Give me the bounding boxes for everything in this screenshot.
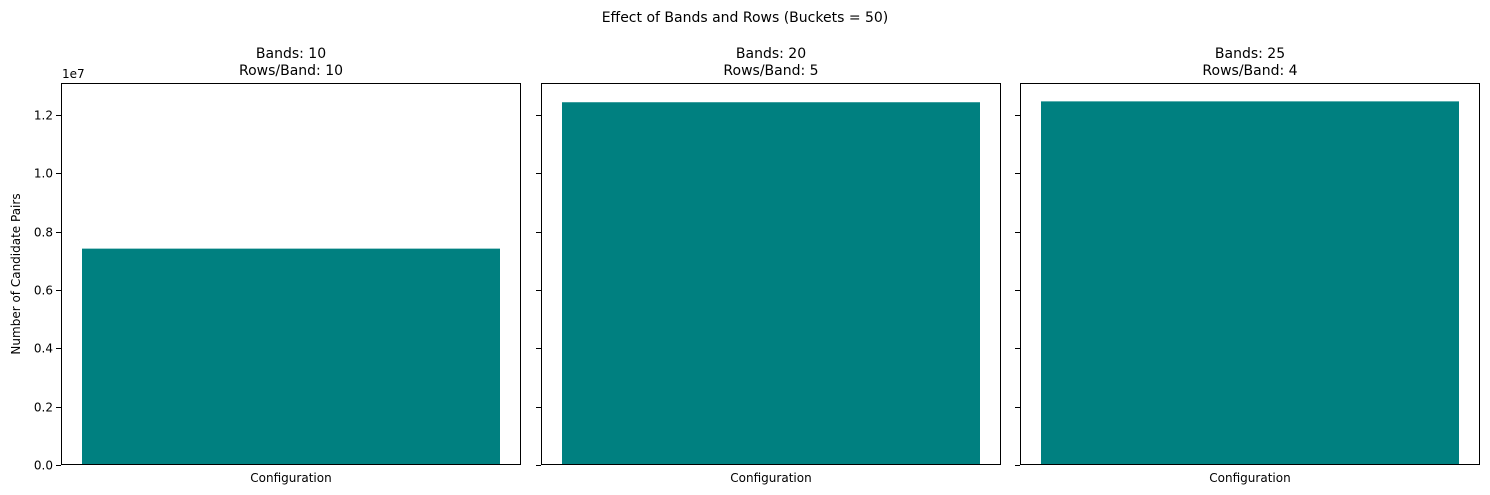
subplot-1-ytick-label-3: 0.6 [34, 284, 53, 298]
subplot-1-axes-frame [61, 83, 521, 465]
subplot-3-bar-1 [1041, 101, 1459, 465]
y-axis-label: Number of Candidate Pairs [9, 193, 23, 354]
subplot-3-title-line1: Bands: 25 [1215, 46, 1285, 62]
subplot-1-ytick-label-4: 0.8 [34, 226, 53, 240]
subplot-1-bar-1 [82, 248, 500, 465]
subplot-1: Bands: 10 Rows/Band: 10 Configuration 0.… [34, 46, 521, 485]
subplot-1-ytick-label-6: 1.2 [34, 109, 53, 123]
subplot-2-bar-1 [562, 102, 980, 466]
subplot-1-ytick-label-5: 1.0 [34, 167, 53, 181]
subplot-1-xlabel: Configuration [250, 471, 331, 485]
subplot-2-title-line2: Rows/Band: 5 [723, 63, 818, 79]
y-axis-offset-label: 1e7 [62, 67, 85, 81]
subplot-2: Bands: 20 Rows/Band: 5 Configuration [536, 46, 1001, 485]
subplot-1-ytick-label-0: 0.0 [34, 459, 53, 473]
subplot-2-title-line1: Bands: 20 [736, 46, 806, 62]
subplot-1-title-line1: Bands: 10 [256, 46, 326, 62]
subplot-3-xlabel: Configuration [1209, 471, 1290, 485]
subplot-3: Bands: 25 Rows/Band: 4 Configuration [1015, 46, 1480, 485]
subplot-1-ytick-label-2: 0.4 [34, 342, 53, 356]
subplot-3-title-line2: Rows/Band: 4 [1202, 63, 1297, 79]
subplot-3-axes-frame [1020, 83, 1480, 465]
subplot-1-title-line2: Rows/Band: 10 [239, 63, 343, 79]
suptitle: Effect of Bands and Rows (Buckets = 50) [602, 10, 889, 26]
subplot-2-axes-frame [541, 83, 1001, 465]
subplot-2-xlabel: Configuration [730, 471, 811, 485]
subplot-1-ytick-label-1: 0.2 [34, 401, 53, 415]
